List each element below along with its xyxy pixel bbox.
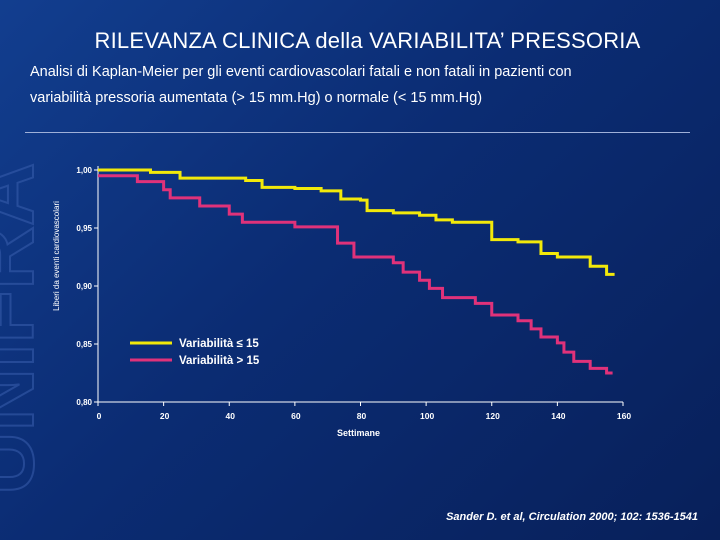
x-tick-label: 160 xyxy=(617,411,631,421)
x-tick-label: 20 xyxy=(160,411,170,421)
legend-label-low-variability: Variabilità ≤ 15 xyxy=(179,338,259,350)
subtitle-line-1: Analisi di Kaplan-Meier per gli eventi c… xyxy=(30,64,572,80)
x-tick-label: 80 xyxy=(357,411,367,421)
x-tick-label: 0 xyxy=(97,411,102,421)
legend-label-high-variability: Variabilità > 15 xyxy=(179,355,260,367)
series-line-high-variability xyxy=(98,174,613,375)
watermark-logo: UNIFRA xyxy=(0,162,53,496)
x-tick-label: 60 xyxy=(291,411,301,421)
x-tick-label: 100 xyxy=(420,411,434,421)
watermark-text: UNIFRA xyxy=(0,163,52,495)
subtitle-line-2: variabilità pressoria aumentata (> 15 mm… xyxy=(30,90,483,106)
x-tick-label: 40 xyxy=(226,411,236,421)
x-tick-label: 140 xyxy=(551,411,565,421)
y-tick-label: 1,00 xyxy=(76,166,92,175)
x-tick-label: 120 xyxy=(486,411,500,421)
y-tick-label: 0,90 xyxy=(76,282,92,291)
y-tick-label: 0,80 xyxy=(76,398,92,407)
x-axis-label: Settimane xyxy=(337,428,380,438)
y-axis-label: Liberi da eventi cardiovascolari xyxy=(52,201,61,311)
y-tick-label: 0,95 xyxy=(76,224,92,233)
citation: Sander D. et al, Circulation 2000; 102: … xyxy=(446,511,698,523)
slide-title: RILEVANZA CLINICA della VARIABILITA’ PRE… xyxy=(94,28,641,53)
divider xyxy=(25,132,690,133)
subtitle: Analisi di Kaplan-Meier per gli eventi c… xyxy=(30,59,700,111)
y-tick-label: 0,85 xyxy=(76,340,92,349)
series-line-low-variability xyxy=(98,168,615,276)
